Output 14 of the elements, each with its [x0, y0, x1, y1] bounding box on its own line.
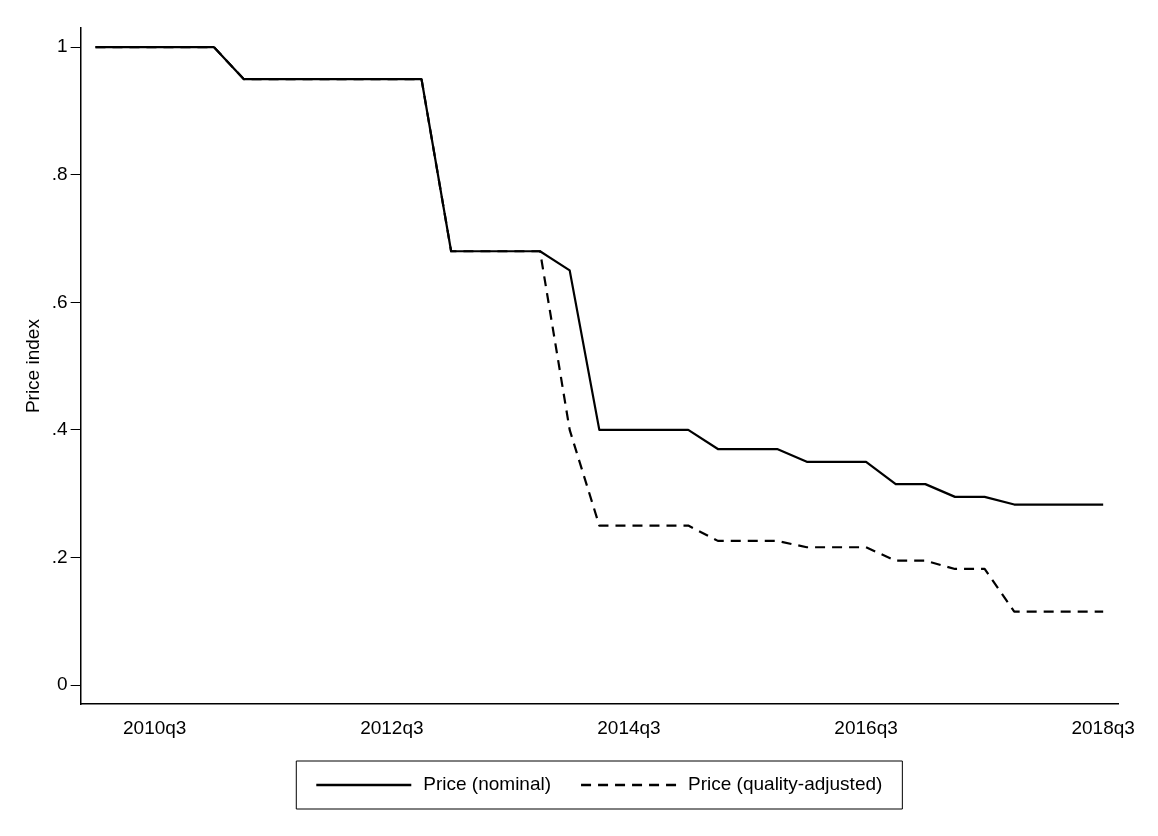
y-tick-label: 0 [57, 673, 68, 695]
x-tick-label: 2016q3 [834, 716, 898, 738]
y-tick-label: .4 [51, 418, 69, 440]
x-tick-label: 2010q3 [123, 716, 187, 738]
y-axis-title: Price index [21, 318, 43, 414]
y-tick-label: 1 [57, 35, 68, 57]
x-tick-label: 2012q3 [360, 716, 424, 738]
y-tick-label: .6 [51, 290, 68, 312]
x-tick-label: 2014q3 [597, 716, 661, 738]
x-tick-label: 2018q3 [1071, 716, 1135, 738]
legend-label: Price (nominal) [423, 773, 552, 795]
y-tick-label: .2 [51, 545, 68, 567]
legend-label: Price (quality-adjusted) [688, 773, 883, 795]
y-tick-label: .8 [51, 162, 68, 184]
